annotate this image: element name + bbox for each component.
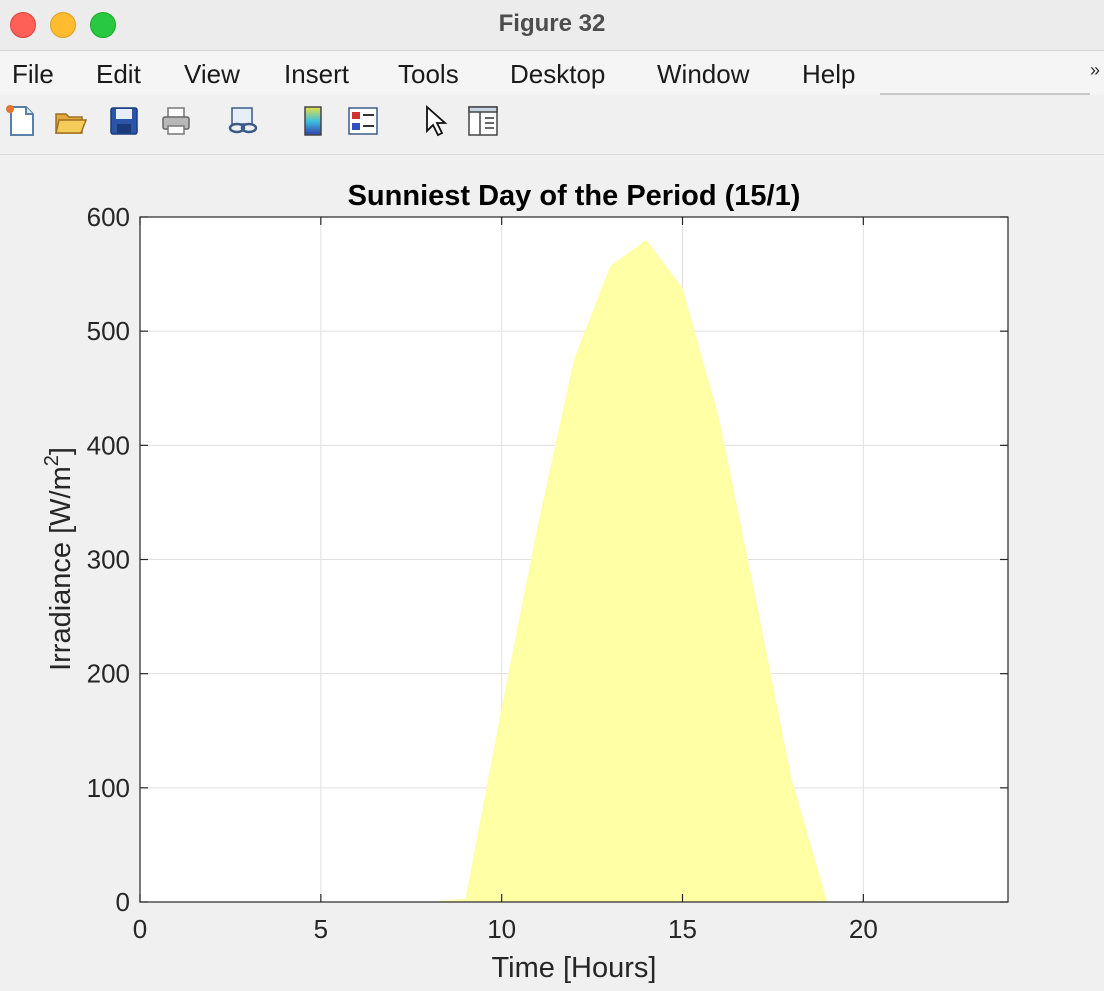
- x-axis-label: Time [Hours]: [492, 952, 657, 984]
- save-icon[interactable]: [107, 104, 141, 138]
- menu-edit[interactable]: Edit: [96, 59, 141, 89]
- y-tick-label: 100: [87, 773, 130, 803]
- menu-desktop[interactable]: Desktop: [510, 59, 606, 89]
- property-editor-icon[interactable]: [466, 104, 500, 138]
- y-tick-label: 500: [87, 316, 130, 346]
- minimize-window-button[interactable]: [50, 12, 76, 38]
- open-file-icon[interactable]: [54, 104, 88, 138]
- maximize-window-button[interactable]: [90, 12, 116, 38]
- irradiance-area: [140, 239, 972, 902]
- x-tick-label: 20: [849, 914, 878, 944]
- x-tick-label: 15: [668, 914, 697, 944]
- menu-overflow-icon[interactable]: »: [1090, 60, 1101, 80]
- x-tick-label: 5: [314, 914, 328, 944]
- colorbar-icon[interactable]: [296, 104, 330, 138]
- y-tick-label: 200: [87, 659, 130, 689]
- y-tick-label: 300: [87, 545, 130, 575]
- link-icon[interactable]: [226, 104, 260, 138]
- menu-insert[interactable]: Insert: [284, 59, 350, 89]
- window-title: Figure 32: [498, 10, 606, 37]
- y-axis-label: Irradiance [W/m2]: [41, 447, 77, 671]
- y-tick-label: 0: [116, 887, 130, 917]
- close-window-button[interactable]: [10, 12, 36, 38]
- chart-title: Sunniest Day of the Period (15/1): [348, 180, 801, 212]
- menu-view[interactable]: View: [184, 59, 240, 89]
- title-bar: Figure 32: [0, 0, 1104, 51]
- x-tick-label: 10: [487, 914, 516, 944]
- toolbar: [0, 96, 1104, 155]
- menu-window[interactable]: Window: [657, 59, 750, 89]
- menu-divider: [880, 93, 1090, 95]
- x-tick-label: 0: [133, 914, 147, 944]
- menu-tools[interactable]: Tools: [398, 59, 459, 89]
- menu-help[interactable]: Help: [802, 59, 856, 89]
- menu-file[interactable]: File: [12, 59, 54, 89]
- y-tick-label: 400: [87, 430, 130, 460]
- print-icon[interactable]: [159, 104, 193, 138]
- y-tick-label: 600: [87, 202, 130, 232]
- menu-bar: File Edit View Insert Tools Desktop Wind…: [0, 51, 1104, 95]
- legend-icon[interactable]: [346, 104, 380, 138]
- pointer-icon[interactable]: [418, 104, 452, 138]
- new-figure-icon[interactable]: [4, 104, 38, 138]
